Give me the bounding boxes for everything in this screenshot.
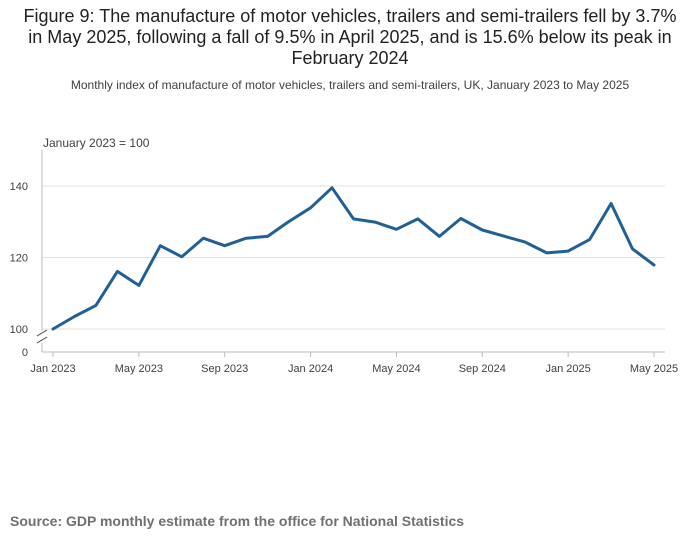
gridlines bbox=[42, 185, 665, 330]
data-point-2024-11 bbox=[524, 241, 527, 244]
x-tick-label-2023-09: Sep 2023 bbox=[201, 363, 248, 375]
data-point-2024-08 bbox=[459, 217, 462, 220]
data-point-2023-09 bbox=[223, 244, 226, 247]
axes bbox=[36, 150, 665, 357]
source-note: Source: GDP monthly estimate from the of… bbox=[10, 513, 465, 529]
tick-labels: 0 100 120 140 Jan 2023 May 2023 Sep 2023 Jan 20… bbox=[10, 181, 679, 375]
data-point-2023-10 bbox=[245, 237, 248, 240]
data-point-2024-02 bbox=[331, 186, 334, 189]
data-point-2024-03 bbox=[352, 217, 355, 220]
data-point-2023-05 bbox=[137, 284, 140, 287]
data-point-2023-12 bbox=[288, 220, 291, 223]
data-point-2024-05 bbox=[395, 228, 398, 231]
chart-title: Figure 9: The manufacture of motor vehic… bbox=[23, 6, 677, 68]
x-tick-label-2023-05: May 2023 bbox=[115, 363, 163, 375]
data-point-2024-07 bbox=[438, 235, 441, 238]
series-line-0 bbox=[51, 186, 656, 331]
data-point-2024-12 bbox=[545, 251, 548, 254]
y-tick-label-120: 120 bbox=[10, 253, 28, 265]
y-tick-label-140: 140 bbox=[10, 181, 28, 193]
data-point-2025-02 bbox=[588, 238, 591, 241]
data-point-2025-04 bbox=[631, 247, 634, 250]
y-axis-break-mark-2 bbox=[36, 336, 48, 344]
data-point-2023-06 bbox=[159, 244, 162, 247]
x-tick-label-2024-01: Jan 2024 bbox=[288, 363, 333, 375]
y-axis-break-mark-1 bbox=[36, 329, 48, 337]
data-point-2024-01 bbox=[309, 206, 312, 209]
data-point-2025-01 bbox=[567, 250, 570, 253]
data-point-2025-03 bbox=[610, 202, 613, 205]
data-point-2023-08 bbox=[202, 237, 205, 240]
data-point-2024-10 bbox=[502, 235, 505, 238]
y-axis-unit-label: January 2023 = 100 bbox=[43, 136, 150, 150]
x-tick-label-2023-01: Jan 2023 bbox=[30, 363, 75, 375]
data-point-2023-01 bbox=[52, 328, 55, 331]
chart-subtitle: Monthly index of manufacture of motor ve… bbox=[70, 78, 630, 92]
x-tick-label-2025-05: May 2025 bbox=[630, 363, 678, 375]
x-tick-label-2025-01: Jan 2025 bbox=[546, 363, 591, 375]
data-point-2024-06 bbox=[416, 217, 419, 220]
data-point-2025-05 bbox=[653, 264, 656, 267]
data-point-2023-03 bbox=[94, 304, 97, 307]
data-point-2023-11 bbox=[266, 235, 269, 238]
data-point-2023-04 bbox=[116, 270, 119, 273]
y-tick-label-0: 0 bbox=[22, 347, 28, 359]
data-point-2023-02 bbox=[73, 315, 76, 318]
x-tick-label-2024-09: Sep 2024 bbox=[459, 363, 506, 375]
data-point-2024-04 bbox=[374, 221, 377, 224]
data-point-2024-09 bbox=[481, 229, 484, 232]
data-point-2023-07 bbox=[180, 255, 183, 258]
series bbox=[51, 186, 656, 331]
x-tick-label-2024-05: May 2024 bbox=[372, 363, 420, 375]
y-tick-label-100: 100 bbox=[10, 324, 28, 336]
